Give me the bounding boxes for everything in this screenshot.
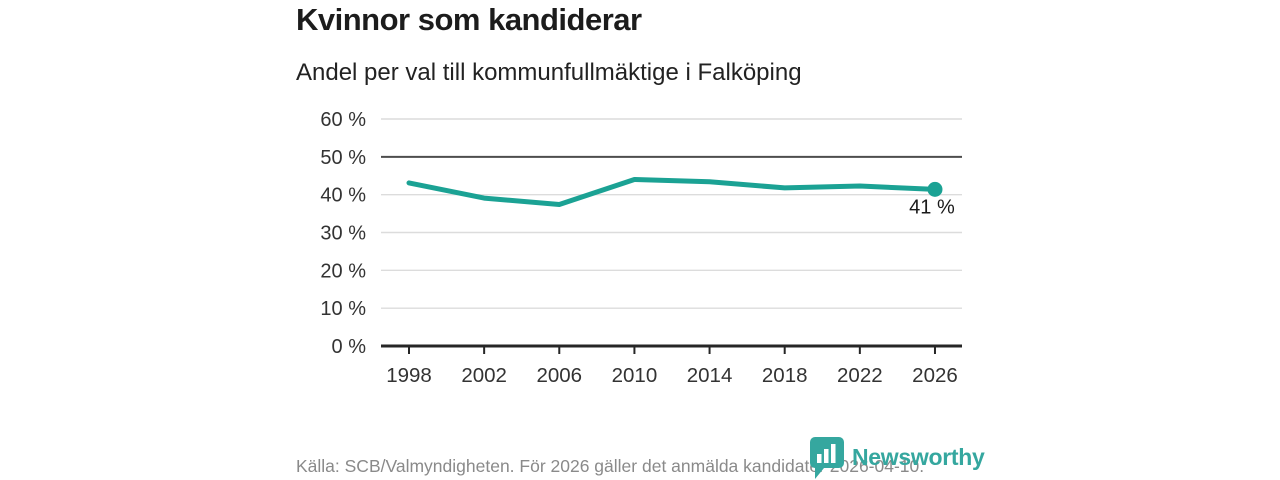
end-point-marker <box>927 181 943 197</box>
x-tick-label: 2002 <box>461 364 507 387</box>
line-chart: 0 % 10 % 20 % 30 % 40 % 50 % 60 % 1998 2002 2006 2… <box>320 109 962 387</box>
y-tick-label: 40 % <box>320 185 366 207</box>
series-line <box>406 177 938 207</box>
x-tick-label: 2014 <box>687 364 733 387</box>
y-tick-label: 60 % <box>320 109 366 131</box>
x-tick-label: 2018 <box>762 364 808 387</box>
x-tick-label: 2010 <box>612 364 658 387</box>
end-point-label: 41 % <box>909 196 955 218</box>
y-tick-label: 50 % <box>320 147 366 169</box>
newsworthy-logo-icon <box>810 437 844 479</box>
y-tick-label: 0 % <box>332 336 367 358</box>
y-tick-label: 10 % <box>320 298 366 320</box>
chart-subtitle: Andel per val till kommunfullmäktige i F… <box>296 59 802 86</box>
x-tick-label: 2006 <box>536 364 582 387</box>
y-tick-label: 20 % <box>320 260 366 282</box>
y-tick-label: 30 % <box>320 223 366 245</box>
x-tick-label: 2026 <box>912 364 958 387</box>
newsworthy-logo: Newsworthy <box>810 437 985 479</box>
source-note: Källa: SCB/Valmyndigheten. För 2026 gäll… <box>296 456 925 476</box>
x-tick-label: 1998 <box>386 364 432 387</box>
page-title: Kvinnor som kandiderar <box>296 2 642 37</box>
newsworthy-logo-text: Newsworthy <box>852 444 985 470</box>
x-tick-label: 2022 <box>837 364 883 387</box>
